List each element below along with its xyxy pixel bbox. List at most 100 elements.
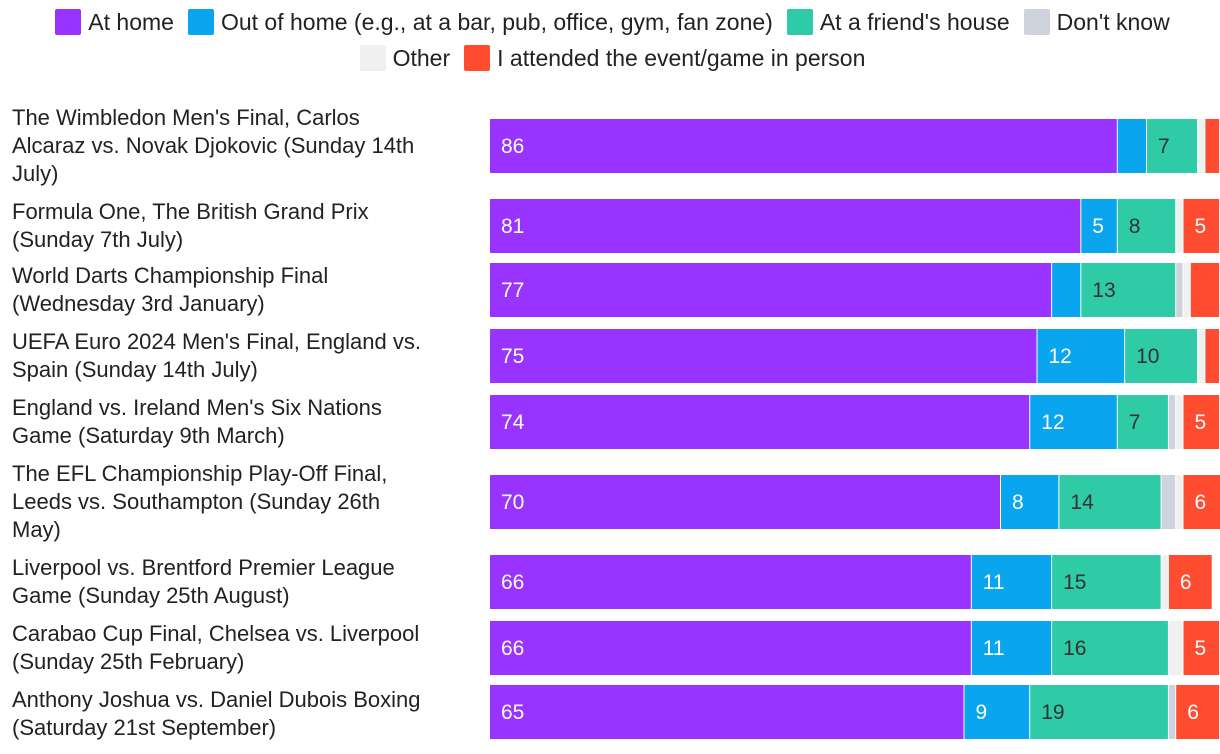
bar-segment-i-attended-the-e <box>1183 395 1219 449</box>
bar-segment-i-attended-the-e <box>1205 119 1219 173</box>
category-label: Anthony Joshua vs. Daniel Dubois Boxing (… <box>12 686 480 742</box>
legend-item-at-a-friend-s-house: At a friend's house <box>786 8 1010 36</box>
bar-segment-out-of-home-e-g- <box>1037 329 1125 383</box>
legend-label: Don't know <box>1056 8 1170 35</box>
bar-segment-at-home <box>490 475 1000 529</box>
data-label: 11 <box>983 637 1005 660</box>
bar-segment-out-of-home-e-g- <box>971 621 1052 675</box>
bar-row: 77 13 <box>490 263 1219 317</box>
bar-segment-at-a-friend-s-ho <box>1052 621 1168 675</box>
bar-segment-i-attended-the-e <box>1183 199 1219 253</box>
data-label: 74 <box>501 411 525 434</box>
bar-segment-i-attended-the-e <box>1168 555 1212 609</box>
category-label-line: Game (Sunday 25th August) <box>12 583 290 608</box>
bar-segment-at-a-friend-s-ho <box>1081 263 1176 317</box>
bar-segment-at-home <box>490 685 964 739</box>
legend-label: Other <box>392 44 451 71</box>
category-label-line: Formula One, The British Grand Prix <box>12 199 369 224</box>
data-label: 5 <box>1195 637 1207 660</box>
bar-segment-out-of-home-e-g- <box>971 555 1052 609</box>
category-label: Liverpool vs. Brentford Premier League Ga… <box>12 554 480 610</box>
bar-segment-out-of-home-e-g- <box>1001 475 1059 529</box>
data-label: 6 <box>1187 701 1199 724</box>
category-label-line: (Sunday 25th February) <box>12 649 245 674</box>
data-label: 12 <box>1049 345 1072 368</box>
bar-segment-out-of-home-e-g- <box>1052 263 1081 317</box>
legend-swatch <box>187 9 214 35</box>
category-label-line: Liverpool vs. Brentford Premier League <box>12 555 395 580</box>
data-label: 12 <box>1041 411 1064 434</box>
bar-row: 66 11 15 6 <box>490 555 1212 609</box>
category-label-line: The EFL Championship Play-Off Final, <box>12 461 388 486</box>
bar-segment-don-t-know <box>1161 475 1176 529</box>
legend-swatch <box>464 45 491 71</box>
legend-label: At home <box>88 8 174 35</box>
bar-segment-at-a-friend-s-ho <box>1030 685 1168 739</box>
bar-segment-other <box>1198 119 1205 173</box>
category-label: The Wimbledon Men's Final, Carlos Alcaraz… <box>12 104 480 188</box>
bar-segment-out-of-home-e-g- <box>1081 199 1117 253</box>
bar-segment-at-home <box>490 329 1037 383</box>
legend-label: At a friend's house <box>819 8 1010 35</box>
bar-row: 66 11 16 5 <box>490 621 1219 675</box>
bar-segment-at-a-friend-s-ho <box>1147 119 1198 173</box>
bar-segment-at-home <box>490 621 971 675</box>
bar-segment-out-of-home-e-g- <box>1117 119 1146 173</box>
category-label-line: World Darts Championship Final <box>12 263 329 288</box>
data-label: 6 <box>1180 571 1192 594</box>
data-label: 86 <box>501 135 524 158</box>
bar-segment-at-a-friend-s-ho <box>1117 395 1168 449</box>
data-label: 8 <box>1012 491 1024 514</box>
bar-segment-at-home <box>490 199 1081 253</box>
bar-segment-other <box>1176 475 1183 529</box>
category-label-line: (Sunday 7th July) <box>12 227 184 252</box>
data-label: 6 <box>1195 491 1207 514</box>
bar-segment-out-of-home-e-g- <box>1030 395 1117 449</box>
bar-segment-i-attended-the-e <box>1183 621 1219 675</box>
bar-segment-don-t-know <box>1176 263 1183 317</box>
legend-swatch <box>1023 9 1050 35</box>
bar-segment-at-home <box>490 119 1117 173</box>
category-label-line: (Wednesday 3rd January) <box>12 291 265 316</box>
data-label: 70 <box>501 491 524 514</box>
bar-row: 74 12 7 5 <box>490 395 1219 449</box>
data-label: 75 <box>501 345 524 368</box>
category-label-line: Spain (Sunday 14th July) <box>12 357 258 382</box>
data-label: 7 <box>1158 135 1170 158</box>
bar-segment-i-attended-the-e <box>1205 329 1219 383</box>
category-label: Carabao Cup Final, Chelsea vs. Liverpool… <box>12 620 480 676</box>
category-label-line: Carabao Cup Final, Chelsea vs. Liverpool <box>12 621 420 646</box>
bar-segment-at-a-friend-s-ho <box>1125 329 1198 383</box>
legend-swatch <box>55 9 82 35</box>
bar-row: 65 9 19 6 <box>490 685 1219 739</box>
bar-segment-at-home <box>490 555 971 609</box>
data-label: 5 <box>1092 215 1104 238</box>
bar-segment-other <box>1168 621 1183 675</box>
category-label-line: UEFA Euro 2024 Men's Final, England vs. <box>12 329 421 354</box>
legend-item-i-attended-the-event-gam: I attended the event/game in person <box>464 44 865 72</box>
category-label-line: England vs. Ireland Men's Six Nations <box>12 395 382 420</box>
data-label: 8 <box>1129 215 1141 238</box>
category-label-line: (Saturday 21st September) <box>12 715 277 740</box>
legend-item-at-home: At home <box>55 8 174 36</box>
legend-label: Out of home (e.g., at a bar, pub, office… <box>220 8 773 35</box>
bar-segment-i-attended-the-e <box>1190 263 1219 317</box>
data-label: 10 <box>1136 345 1159 368</box>
bar-row: 75 12 10 <box>490 329 1219 383</box>
category-label-line: July) <box>12 161 59 186</box>
data-label: 16 <box>1063 637 1086 660</box>
bar-segment-other <box>1161 555 1168 609</box>
data-label: 9 <box>976 701 988 724</box>
category-label: Formula One, The British Grand Prix (Sund… <box>12 198 480 254</box>
data-label: 13 <box>1092 279 1115 302</box>
bar-segment-at-a-friend-s-ho <box>1052 555 1161 609</box>
data-label: 65 <box>501 701 524 724</box>
bar-row: 86 7 <box>490 119 1219 173</box>
bar-segment-i-attended-the-e <box>1183 475 1220 529</box>
data-label: 5 <box>1195 411 1207 434</box>
category-label: World Darts Championship Final (Wednesday… <box>12 262 480 318</box>
data-label: 15 <box>1063 571 1086 594</box>
legend-item-don-t-know: Don't know <box>1023 8 1170 36</box>
category-label: The EFL Championship Play-Off Final, Leed… <box>12 460 480 544</box>
